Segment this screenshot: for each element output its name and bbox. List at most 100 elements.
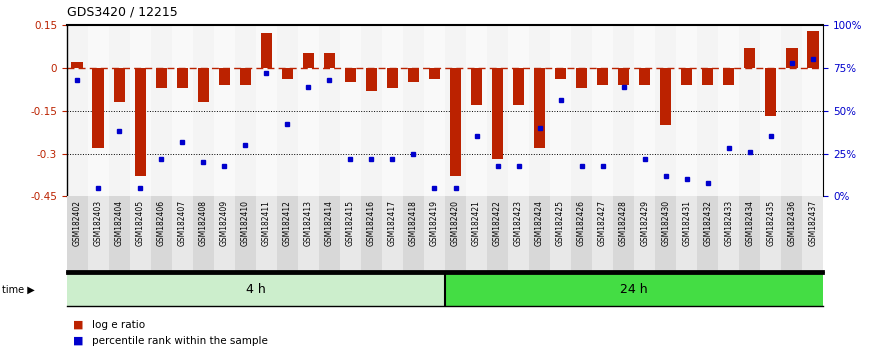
Bar	[429, 68, 441, 79]
Bar	[256, 196, 277, 271]
Text: GDS3420 / 12215: GDS3420 / 12215	[67, 5, 177, 18]
Bar	[487, 25, 508, 196]
Bar	[340, 25, 361, 196]
Text: GSM182408: GSM182408	[198, 200, 208, 246]
Bar	[150, 25, 172, 196]
Bar	[676, 196, 697, 271]
Bar	[445, 25, 466, 196]
Bar	[361, 196, 382, 271]
Bar	[130, 196, 150, 271]
Bar	[408, 68, 419, 82]
Bar	[639, 68, 651, 85]
Bar	[718, 25, 740, 196]
Bar	[214, 25, 235, 196]
Bar	[67, 273, 445, 306]
Bar	[109, 25, 130, 196]
Bar	[471, 68, 482, 105]
Bar	[114, 68, 125, 102]
Text: GSM182437: GSM182437	[808, 200, 817, 246]
Bar	[618, 68, 629, 85]
Text: GSM182421: GSM182421	[472, 200, 481, 246]
Bar	[366, 68, 377, 91]
Text: GSM182427: GSM182427	[598, 200, 607, 246]
Text: GSM182417: GSM182417	[388, 200, 397, 246]
Bar	[382, 25, 403, 196]
Bar	[67, 25, 88, 196]
Bar	[513, 68, 524, 105]
Bar	[324, 53, 336, 68]
Bar	[802, 25, 823, 196]
Bar	[508, 25, 529, 196]
Bar	[765, 68, 776, 116]
Bar	[303, 53, 314, 68]
Text: percentile rank within the sample: percentile rank within the sample	[92, 336, 268, 346]
Bar	[571, 196, 592, 271]
Bar	[134, 68, 146, 176]
Bar	[156, 68, 167, 88]
Text: GSM182418: GSM182418	[409, 200, 418, 246]
Text: GSM182422: GSM182422	[493, 200, 502, 246]
Text: GSM182410: GSM182410	[241, 200, 250, 246]
Bar	[740, 196, 760, 271]
Bar	[550, 196, 571, 271]
Bar	[403, 196, 424, 271]
Text: GSM182416: GSM182416	[367, 200, 376, 246]
Bar	[740, 25, 760, 196]
Bar	[529, 196, 550, 271]
Bar	[386, 68, 398, 88]
Bar	[235, 196, 256, 271]
Text: GSM182433: GSM182433	[724, 200, 733, 246]
Bar	[193, 196, 214, 271]
Bar	[807, 30, 819, 68]
Text: GSM182402: GSM182402	[73, 200, 82, 246]
Bar	[723, 68, 734, 85]
Bar	[634, 196, 655, 271]
Bar	[655, 25, 676, 196]
Text: ■: ■	[73, 320, 84, 330]
Bar	[702, 68, 714, 85]
Bar	[744, 48, 756, 68]
Bar	[655, 196, 676, 271]
Text: GSM182413: GSM182413	[303, 200, 313, 246]
Bar	[239, 68, 251, 85]
Bar	[781, 25, 802, 196]
Text: GSM182411: GSM182411	[262, 200, 271, 246]
Bar	[193, 25, 214, 196]
Bar	[340, 196, 361, 271]
Bar	[534, 68, 546, 148]
Bar	[382, 196, 403, 271]
Text: GSM182423: GSM182423	[514, 200, 523, 246]
Bar	[576, 68, 587, 88]
Text: GSM182426: GSM182426	[577, 200, 587, 246]
Bar	[403, 25, 424, 196]
Bar	[466, 196, 487, 271]
Bar	[659, 68, 671, 125]
Bar	[281, 68, 293, 79]
Bar	[697, 196, 718, 271]
Text: GSM182404: GSM182404	[115, 200, 124, 246]
Text: GSM182430: GSM182430	[661, 200, 670, 246]
Bar	[445, 273, 823, 306]
Bar	[256, 25, 277, 196]
Bar	[344, 68, 356, 82]
Bar	[361, 25, 382, 196]
Bar	[529, 25, 550, 196]
Text: GSM182431: GSM182431	[682, 200, 692, 246]
Bar	[571, 25, 592, 196]
Bar	[88, 25, 109, 196]
Bar	[718, 196, 740, 271]
Bar	[198, 68, 209, 102]
Bar	[554, 68, 566, 79]
Text: log e ratio: log e ratio	[92, 320, 145, 330]
Text: GSM182428: GSM182428	[619, 200, 628, 246]
Bar	[71, 62, 83, 68]
Text: time ▶: time ▶	[2, 285, 35, 295]
Text: GSM182414: GSM182414	[325, 200, 334, 246]
Bar	[597, 68, 609, 85]
Bar	[445, 196, 466, 271]
Text: 24 h: 24 h	[620, 283, 648, 296]
Text: GSM182409: GSM182409	[220, 200, 229, 246]
Text: GSM182424: GSM182424	[535, 200, 544, 246]
Bar	[424, 25, 445, 196]
Bar	[109, 196, 130, 271]
